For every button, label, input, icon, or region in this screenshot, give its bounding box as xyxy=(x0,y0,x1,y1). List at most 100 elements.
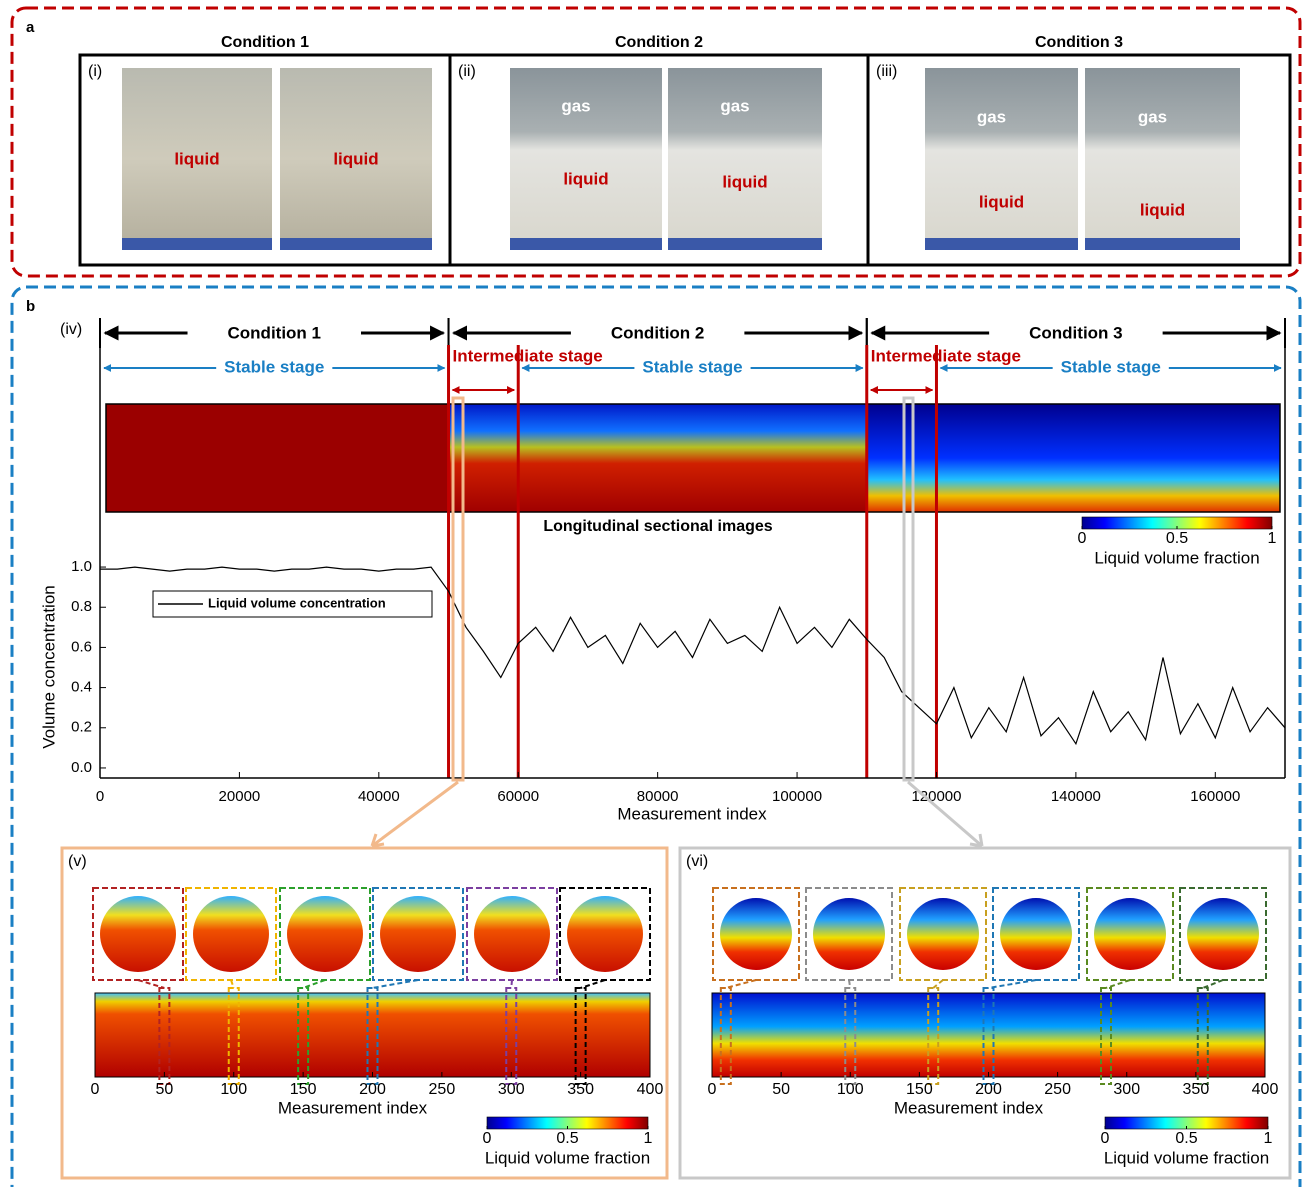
y-tick-label: 0.4 xyxy=(71,679,92,696)
cross-section xyxy=(193,896,269,972)
liquid-label: liquid xyxy=(722,172,767,191)
liquid-label: liquid xyxy=(174,149,219,168)
figure: a b Condition 1(i)liquidliquidCondition … xyxy=(0,0,1306,1187)
snapshot-connector xyxy=(1106,980,1130,988)
photo-base xyxy=(122,238,272,250)
snapshot-connector xyxy=(303,980,325,988)
image-caption: Longitudinal sectional images xyxy=(543,518,772,535)
gas-label: gas xyxy=(720,96,749,115)
gas-label: gas xyxy=(561,96,590,115)
photo xyxy=(1085,68,1240,250)
x-tick-label: 100 xyxy=(220,1081,247,1098)
snapshot-connector xyxy=(138,980,164,988)
colorbar-tick-label: 0 xyxy=(1078,530,1087,547)
snapshot-connector xyxy=(511,980,512,988)
cross-section xyxy=(720,898,792,970)
gas-label: gas xyxy=(977,107,1006,126)
photo-base xyxy=(1085,238,1240,250)
x-tick-label: 0 xyxy=(96,788,104,805)
x-tick-label: 200 xyxy=(975,1081,1002,1098)
x-tick-label: 140000 xyxy=(1051,788,1101,805)
panel-tag: (ii) xyxy=(458,63,476,80)
y-tick-label: 0.2 xyxy=(71,719,92,736)
x-tick-label: 0 xyxy=(708,1081,717,1098)
colorbar-tick-label: 0 xyxy=(483,1130,492,1147)
stage-label: Stable stage xyxy=(642,357,742,376)
colorbar-label: Liquid volume fraction xyxy=(1104,1148,1269,1167)
colorbar-tick-label: 1 xyxy=(1264,1130,1273,1147)
sectional-image xyxy=(106,404,449,512)
y-tick-label: 0.8 xyxy=(71,598,92,615)
stage-label: Stable stage xyxy=(1061,357,1161,376)
cross-section xyxy=(1000,898,1072,970)
x-tick-label: 40000 xyxy=(358,788,400,805)
snapshot-connector xyxy=(989,980,1037,988)
panel-tag: (vi) xyxy=(686,853,708,870)
x-tick-label: 20000 xyxy=(219,788,261,805)
photo xyxy=(510,68,662,250)
photo xyxy=(668,68,822,250)
condition-label: Condition 1 xyxy=(228,323,321,342)
panel-label: b xyxy=(26,298,35,315)
x-tick-label: 150 xyxy=(906,1081,933,1098)
y-tick-label: 0.0 xyxy=(71,759,92,776)
x-tick-label: 60000 xyxy=(497,788,539,805)
condition-title: Condition 3 xyxy=(1035,34,1123,51)
cross-section xyxy=(907,898,979,970)
y-tick-label: 0.6 xyxy=(71,638,92,655)
cross-section xyxy=(287,896,363,972)
cross-section xyxy=(1187,898,1259,970)
panel-tag: (iii) xyxy=(876,63,897,80)
x-axis-label: Measurement index xyxy=(278,1098,428,1117)
x-tick-label: 160000 xyxy=(1190,788,1240,805)
panel-label: a xyxy=(26,19,35,36)
snapshot-connector xyxy=(231,980,234,988)
colorbar-tick-label: 0 xyxy=(1101,1130,1110,1147)
liquid-label: liquid xyxy=(1140,200,1185,219)
x-axis-label: Measurement index xyxy=(617,804,767,823)
condition-label: Condition 3 xyxy=(1029,323,1122,342)
panel-tag: (v) xyxy=(68,853,87,870)
photo-base xyxy=(668,238,822,250)
snapshot-connector xyxy=(581,980,605,988)
snapshot-connector xyxy=(849,980,850,988)
x-axis-label: Measurement index xyxy=(894,1098,1044,1117)
snapshot-connector xyxy=(1203,980,1223,988)
colorbar-tick-label: 1 xyxy=(1268,530,1277,547)
colorbar-tick-label: 0.5 xyxy=(556,1130,578,1147)
x-tick-label: 200 xyxy=(359,1081,386,1098)
x-tick-label: 100 xyxy=(837,1081,864,1098)
stage-label: Stable stage xyxy=(224,357,324,376)
photo-base xyxy=(510,238,662,250)
liquid-label: liquid xyxy=(979,192,1024,211)
colorbar-label: Liquid volume fraction xyxy=(1094,548,1259,567)
x-tick-label: 350 xyxy=(1183,1081,1210,1098)
liquid-label: liquid xyxy=(333,149,378,168)
y-tick-label: 1.0 xyxy=(71,558,92,575)
x-tick-label: 350 xyxy=(567,1081,594,1098)
x-tick-label: 100000 xyxy=(772,788,822,805)
stage-label: Intermediate stage xyxy=(453,346,603,365)
sectional-image xyxy=(712,993,1265,1077)
x-tick-label: 300 xyxy=(1113,1081,1140,1098)
legend-label: Liquid volume concentration xyxy=(208,595,386,610)
cross-section xyxy=(474,896,550,972)
condition-label: Condition 2 xyxy=(611,323,704,342)
photo-base xyxy=(925,238,1078,250)
x-tick-label: 150 xyxy=(290,1081,317,1098)
snapshot-connector xyxy=(373,980,419,988)
condition-title: Condition 2 xyxy=(615,34,703,51)
sectional-image xyxy=(867,404,1280,512)
x-tick-label: 250 xyxy=(429,1081,456,1098)
sectional-image xyxy=(449,404,867,512)
x-tick-label: 50 xyxy=(155,1081,173,1098)
snapshot-connector xyxy=(933,980,943,988)
x-tick-label: 0 xyxy=(91,1081,100,1098)
stage-label: Intermediate stage xyxy=(871,346,1021,365)
sectional-image xyxy=(95,993,650,1077)
cross-section xyxy=(813,898,885,970)
condition-title: Condition 1 xyxy=(221,34,309,51)
x-tick-label: 300 xyxy=(498,1081,525,1098)
cross-section xyxy=(1094,898,1166,970)
panel-tag: (iv) xyxy=(60,321,82,338)
